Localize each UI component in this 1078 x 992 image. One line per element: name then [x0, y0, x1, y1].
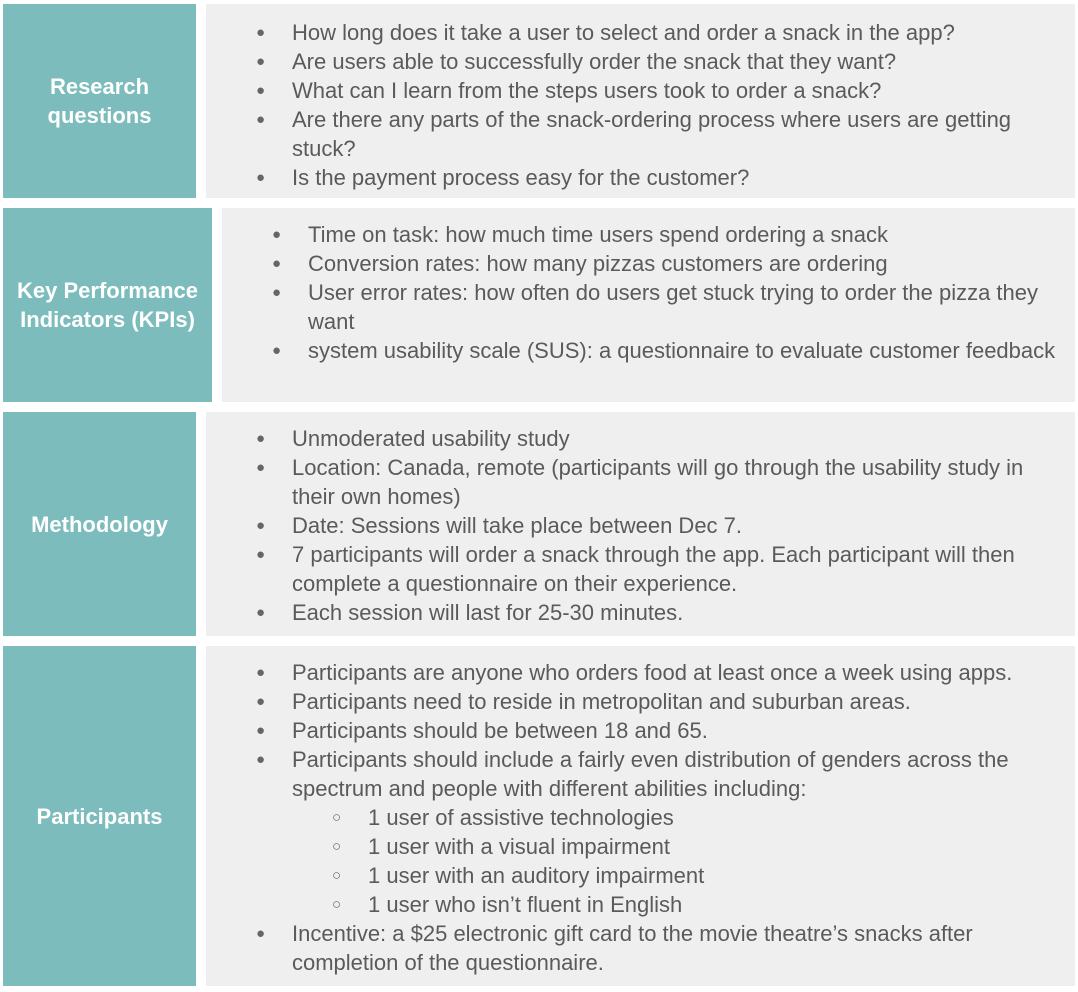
list-item: Unmoderated usability study: [256, 424, 1071, 453]
section-label: Participants: [3, 646, 196, 986]
section-content: Unmoderated usability study Location: Ca…: [206, 412, 1075, 636]
list-item: What can I learn from the steps users to…: [256, 76, 1071, 105]
section-content: How long does it take a user to select a…: [206, 4, 1075, 198]
list-item: Are there any parts of the snack-orderin…: [256, 105, 1071, 163]
section-kpis: Key Performance Indicators (KPIs) Time o…: [3, 208, 1075, 402]
section-label: Key Performance Indicators (KPIs): [3, 208, 212, 402]
sub-list-item: 1 user of assistive technologies: [292, 803, 1071, 832]
section-methodology: Methodology Unmoderated usability study …: [3, 412, 1075, 636]
list-item: Participants should include a fairly eve…: [256, 745, 1071, 919]
list-item: Conversion rates: how many pizzas custom…: [272, 249, 1071, 278]
list-item: Time on task: how much time users spend …: [272, 220, 1071, 249]
section-label: Methodology: [3, 412, 196, 636]
list-item: User error rates: how often do users get…: [272, 278, 1071, 336]
list-item: Incentive: a $25 electronic gift card to…: [256, 919, 1071, 977]
list-item: Is the payment process easy for the cust…: [256, 163, 1071, 192]
sub-list-item: 1 user with a visual impairment: [292, 832, 1071, 861]
list-item: Participants are anyone who orders food …: [256, 658, 1071, 687]
list-item: Location: Canada, remote (participants w…: [256, 453, 1071, 511]
list-item: Participants need to reside in metropoli…: [256, 687, 1071, 716]
list-item: Date: Sessions will take place between D…: [256, 511, 1071, 540]
sub-list-item: 1 user who isn’t fluent in English: [292, 890, 1071, 919]
list-item: Participants should be between 18 and 65…: [256, 716, 1071, 745]
list-item: Are users able to successfully order the…: [256, 47, 1071, 76]
list-item: system usability scale (SUS): a question…: [272, 336, 1071, 365]
section-content: Time on task: how much time users spend …: [222, 208, 1075, 402]
section-participants: Participants Participants are anyone who…: [3, 646, 1075, 986]
section-research-questions: Research questions How long does it take…: [3, 4, 1075, 198]
list-item: Each session will last for 25-30 minutes…: [256, 598, 1071, 627]
section-label: Research questions: [3, 4, 196, 198]
list-item: 7 participants will order a snack throug…: [256, 540, 1071, 598]
section-content: Participants are anyone who orders food …: [206, 646, 1075, 986]
list-item: How long does it take a user to select a…: [256, 18, 1071, 47]
sub-list-item: 1 user with an auditory impairment: [292, 861, 1071, 890]
